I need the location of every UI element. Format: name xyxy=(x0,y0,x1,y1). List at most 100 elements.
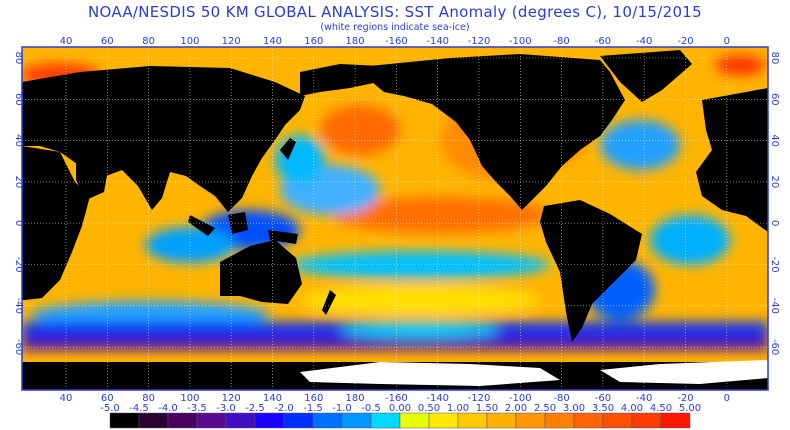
longitude-label-top: 160 xyxy=(304,36,323,47)
colorbar-swatch xyxy=(196,412,227,429)
colorbar-label: 3.50 xyxy=(592,403,614,414)
longitude-label-bottom: 180 xyxy=(346,393,365,404)
longitude-label-bottom: 0 xyxy=(724,393,730,404)
colorbar-label: 4.50 xyxy=(650,403,672,414)
colorbar-swatch xyxy=(225,412,256,429)
colorbar-label: 5.00 xyxy=(679,403,701,414)
colorbar: -5.0 -4.5 -4.0 -3.5 -3.0 -2.5 -2.0 -1.5 -1.0 -0.5… xyxy=(100,403,701,429)
longitude-label-top: 180 xyxy=(346,36,365,47)
colorbar-swatch xyxy=(457,412,488,429)
colorbar-swatch xyxy=(515,412,546,429)
latitude-label-right: -20 xyxy=(769,256,780,272)
latitude-label-right: 20 xyxy=(769,176,780,189)
latitude-label-left: 40 xyxy=(13,134,24,147)
colorbar-swatch xyxy=(573,412,604,429)
colorbar-label: -2.5 xyxy=(245,403,265,414)
longitude-label-top: -100 xyxy=(509,36,532,47)
new-zealand xyxy=(322,290,336,315)
latitude-label-left: 80 xyxy=(13,52,24,65)
colorbar-swatch xyxy=(544,412,575,429)
longitude-label-bottom: -120 xyxy=(468,393,491,404)
longitude-label-bottom: -80 xyxy=(553,393,569,404)
colorbar-label: 2.00 xyxy=(505,403,527,414)
longitude-label-bottom: 60 xyxy=(101,393,114,404)
latitude-label-right: 40 xyxy=(769,134,780,147)
longitude-label-top: -80 xyxy=(553,36,569,47)
map-title: NOAA/NESDIS 50 KM GLOBAL ANALYSIS: SST A… xyxy=(88,3,702,21)
latitude-label-right: 60 xyxy=(769,93,780,106)
japan xyxy=(280,138,296,160)
colorbar-swatch xyxy=(399,412,430,429)
latitude-label-right: -60 xyxy=(769,339,780,355)
longitude-label-top: -20 xyxy=(677,36,693,47)
longitude-label-top: 120 xyxy=(222,36,241,47)
longitude-label-top: -140 xyxy=(426,36,449,47)
colorbar-swatch xyxy=(486,412,517,429)
longitude-label-top: -160 xyxy=(385,36,408,47)
colorbar-swatch xyxy=(660,412,691,429)
longitude-label-bottom: -60 xyxy=(595,393,611,404)
greenland xyxy=(600,50,692,102)
latitude-label-left: -60 xyxy=(13,339,24,355)
colorbar-label: -2.0 xyxy=(274,403,294,414)
longitude-label-top: -40 xyxy=(636,36,652,47)
colorbar-swatch xyxy=(428,412,459,429)
colorbar-label: 1.50 xyxy=(476,403,498,414)
colorbar-swatch xyxy=(254,412,285,429)
longitude-label-bottom: -40 xyxy=(636,393,652,404)
colorbar-swatch xyxy=(341,412,372,429)
longitude-label-bottom: -100 xyxy=(509,393,532,404)
north-america xyxy=(370,54,625,210)
longitude-label-bottom: 160 xyxy=(304,393,323,404)
colorbar-label: -0.5 xyxy=(361,403,381,414)
colorbar-label: 0.50 xyxy=(418,403,440,414)
colorbar-label: 1.00 xyxy=(447,403,469,414)
colorbar-swatch xyxy=(283,412,314,429)
longitude-label-bottom: -20 xyxy=(677,393,693,404)
colorbar-label: 2.50 xyxy=(534,403,556,414)
colorbar-label: -3.0 xyxy=(216,403,236,414)
longitude-label-bottom: -140 xyxy=(426,393,449,404)
longitude-label-bottom: 40 xyxy=(60,393,73,404)
latitude-label-right: 0 xyxy=(769,220,780,226)
colorbar-label: 4.00 xyxy=(621,403,643,414)
longitude-label-bottom: 120 xyxy=(222,393,241,404)
latitude-label-left: 0 xyxy=(13,220,24,226)
colorbar-label: -1.5 xyxy=(303,403,323,414)
arabia xyxy=(76,160,108,200)
latitude-label-right: -40 xyxy=(769,298,780,314)
longitude-label-top: 40 xyxy=(60,36,73,47)
latitude-label-right: 80 xyxy=(769,52,780,65)
longitude-label-top: 0 xyxy=(724,36,730,47)
graticule xyxy=(22,47,768,390)
colorbar-label: -4.0 xyxy=(158,403,178,414)
longitude-label-top: 140 xyxy=(263,36,282,47)
colorbar-label: -3.5 xyxy=(187,403,207,414)
colorbar-swatch xyxy=(312,412,343,429)
colorbar-label: -4.5 xyxy=(129,403,149,414)
longitude-label-bottom: -160 xyxy=(385,393,408,404)
colorbar-swatch xyxy=(109,412,140,429)
siberia-east xyxy=(300,64,380,96)
colorbar-swatch xyxy=(370,412,401,429)
longitude-label-top: -60 xyxy=(595,36,611,47)
colorbar-label: 0.00 xyxy=(389,403,411,414)
longitude-label-bottom: 100 xyxy=(180,393,199,404)
longitude-label-top: 60 xyxy=(101,36,114,47)
colorbar-swatch xyxy=(631,412,662,429)
latitude-label-left: 20 xyxy=(13,176,24,189)
colorbar-label: 3.00 xyxy=(563,403,585,414)
colorbar-label: -5.0 xyxy=(100,403,120,414)
europe-africa-west xyxy=(696,88,768,232)
latitude-label-left: 60 xyxy=(13,93,24,106)
latitude-label-left: -40 xyxy=(13,298,24,314)
longitude-label-top: 100 xyxy=(180,36,199,47)
longitude-label-top: 80 xyxy=(142,36,155,47)
australia xyxy=(220,240,302,304)
colorbar-swatch xyxy=(167,412,198,429)
sea-ice xyxy=(300,360,768,386)
south-america xyxy=(540,200,642,342)
longitude-label-bottom: 80 xyxy=(142,393,155,404)
land-masses xyxy=(22,50,768,390)
